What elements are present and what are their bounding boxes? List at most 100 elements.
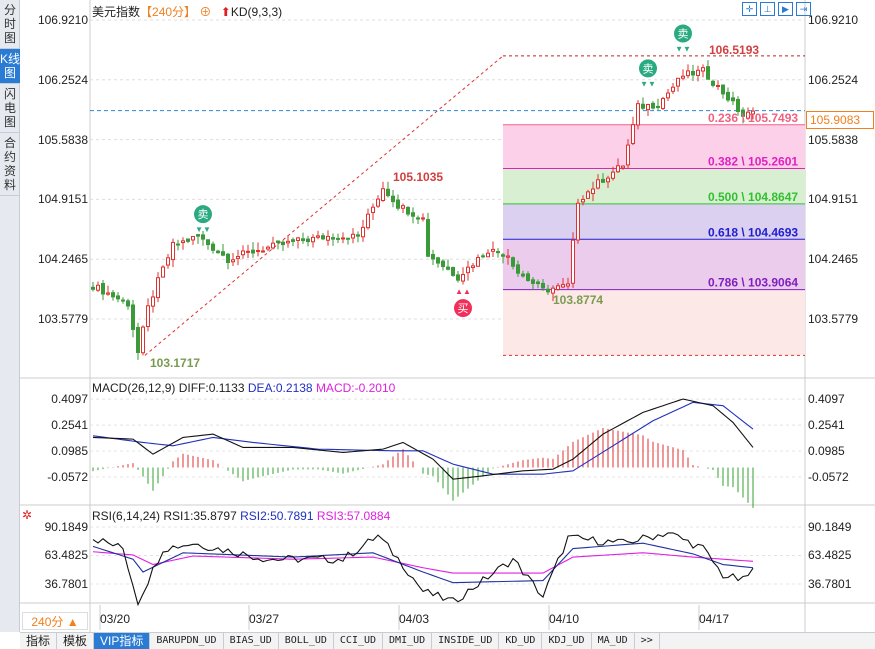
candle-body [406, 206, 410, 215]
candle-body [631, 124, 635, 144]
candle-body [376, 198, 380, 207]
dea-line [92, 401, 754, 475]
tab-template[interactable]: 模板 [57, 633, 95, 649]
candle-body [291, 239, 295, 242]
tab-cci[interactable]: CCI_UD [334, 633, 384, 649]
candle-body [331, 237, 335, 240]
period-selector[interactable]: 240分 ▲ [22, 612, 88, 630]
tab-barupdn[interactable]: BARUPDN_UD [150, 633, 224, 649]
kline-chart[interactable]: 106.5193 103.1717 105.1035 103.8774 0.236 \ … [0, 0, 875, 632]
tab-kd[interactable]: KD_UD [499, 633, 543, 649]
candle-body [136, 326, 140, 354]
low-price-label: 103.1717 [150, 356, 200, 370]
play-icon[interactable]: ▶ [778, 2, 793, 16]
candle-body [466, 266, 470, 274]
candle-body [541, 282, 545, 289]
axis-label: 103.5779 [37, 312, 88, 326]
candle-body [676, 77, 680, 87]
axis-label: -0.0572 [808, 470, 849, 485]
date-label: 04/17 [699, 612, 730, 626]
candle-body [341, 237, 345, 240]
candle-body [696, 69, 700, 76]
candle-body [366, 213, 370, 229]
candle-body [481, 255, 485, 258]
signal-label: 买 [458, 302, 469, 315]
tab-kdj[interactable]: KDJ_UD [542, 633, 592, 649]
signal-label: 卖 [198, 208, 209, 221]
candle-body [286, 240, 290, 244]
candle-body [321, 235, 325, 240]
candle-body [471, 265, 475, 269]
sidebar-tab-kline[interactable]: K线图 [0, 49, 20, 84]
candle-body [496, 251, 500, 254]
fib-zone [503, 239, 805, 290]
tab-inside[interactable]: INSIDE_UD [432, 633, 500, 649]
candle-body [661, 97, 665, 109]
candle-body [346, 237, 350, 240]
add-icon[interactable]: ⊕ [199, 5, 212, 19]
candle-body [711, 80, 715, 86]
axis-label: 36.7801 [44, 576, 88, 591]
tab-bias[interactable]: BIAS_UD [224, 633, 279, 649]
settings-icon[interactable]: ✲ [22, 508, 33, 522]
candle-body [551, 287, 555, 294]
candle-body [241, 250, 245, 256]
candle-body [196, 234, 200, 237]
crosshair-icon[interactable]: ✛ [742, 2, 757, 16]
candle-body [431, 254, 435, 260]
move-right-icon[interactable]: ⇥ [796, 2, 811, 16]
sidebar-tab-flash[interactable]: 闪电图 [0, 84, 20, 133]
high-price-label: 106.5193 [709, 43, 759, 57]
candle-body [171, 241, 175, 261]
fib-zone [503, 289, 805, 356]
period-label: 【240分】 [140, 5, 197, 19]
candle-body [181, 240, 185, 243]
rsi2-line [92, 542, 754, 584]
zoom-range-icon[interactable]: ⊥ [760, 2, 775, 16]
candle-body [271, 242, 275, 249]
arrow-up-icon[interactable]: ⬆ [220, 5, 231, 19]
candle-body [651, 102, 655, 109]
tab-ma[interactable]: MA_UD [592, 633, 635, 649]
sidebar: 分时图 K线图 闪电图 合约资料 [0, 0, 20, 632]
candle-body [636, 103, 640, 126]
indicator-label: KD(9,3,3) [230, 5, 283, 19]
date-label: 04/10 [549, 612, 580, 626]
tab-indicator[interactable]: 指标 [20, 633, 58, 649]
candle-body [211, 243, 215, 251]
candle-body [576, 202, 580, 241]
axis-label: 106.9210 [37, 13, 88, 27]
candle-body [596, 179, 600, 189]
instrument-title: 美元指数 [92, 5, 141, 19]
candle-body [226, 253, 230, 263]
tab-more[interactable]: >> [635, 633, 660, 649]
date-label: 03/27 [249, 612, 280, 626]
candle-body [526, 273, 530, 281]
candle-body [386, 188, 390, 197]
sidebar-tab-timeshare[interactable]: 分时图 [0, 0, 20, 49]
axis-label: -0.0572 [47, 470, 88, 485]
date-label: 03/20 [100, 612, 131, 626]
candle-body [121, 299, 125, 302]
candle-body [356, 234, 360, 237]
rsi-header: RSI(6,14,24) RSI1:35.8797 RSI2:50.7891 R… [92, 509, 390, 523]
candle-body [451, 266, 455, 276]
axis-label: 0.2541 [51, 418, 88, 433]
fib-level-label: 0.786 \ 103.9064 [708, 276, 798, 290]
fib-zone [503, 203, 805, 240]
tab-vip-indicator[interactable]: VIP指标 [94, 633, 151, 649]
candle-body [301, 238, 305, 242]
candle-body [561, 284, 565, 288]
indicator-tabs: 指标 模板 VIP指标 BARUPDN_UD BIAS_UD BOLL_UD C… [20, 632, 875, 649]
candle-body [456, 274, 460, 281]
fib-level-label: 0.618 \ 104.4693 [708, 225, 798, 239]
tab-dmi[interactable]: DMI_UD [383, 633, 433, 649]
tab-boll[interactable]: BOLL_UD [279, 633, 334, 649]
axis-label: 0.0985 [51, 444, 88, 459]
axis-label: 106.2524 [37, 72, 88, 87]
signal-arrow-icon: ▼▼ [640, 79, 656, 88]
axis-label: 105.5838 [37, 132, 88, 147]
candle-body [566, 283, 570, 287]
candle-body [151, 296, 155, 307]
sidebar-tab-contract[interactable]: 合约资料 [0, 133, 20, 196]
